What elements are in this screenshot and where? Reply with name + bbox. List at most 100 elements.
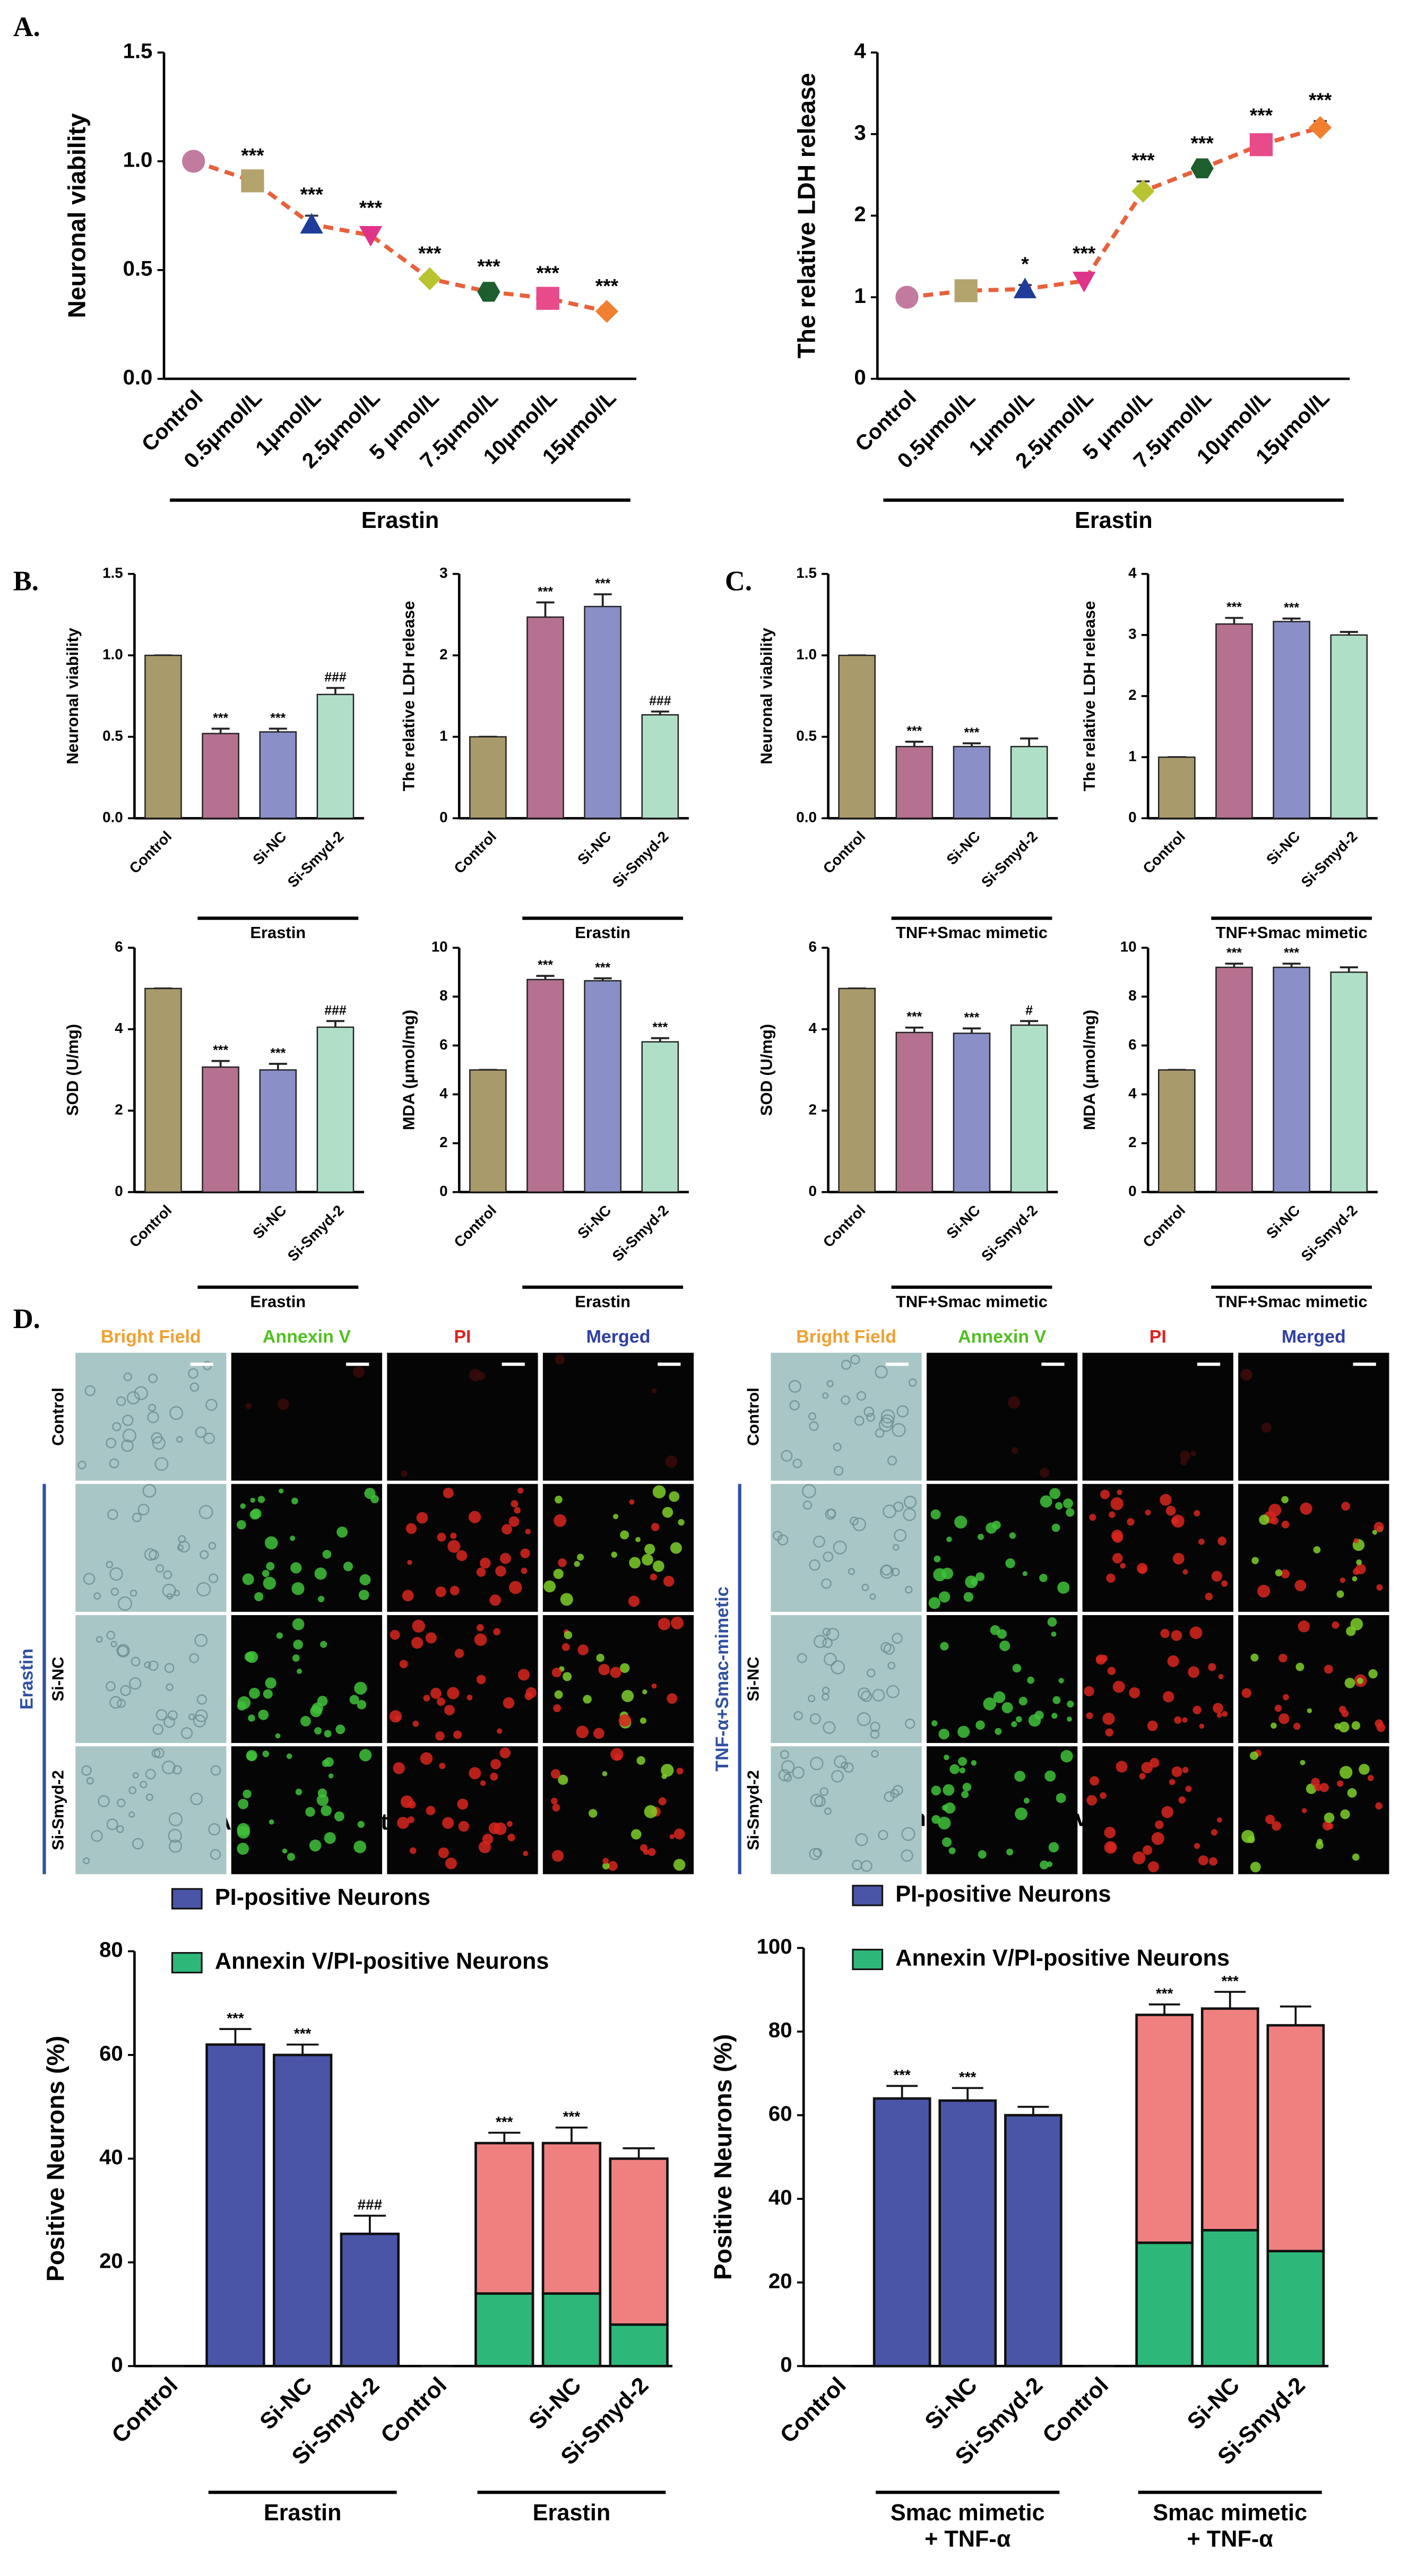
cell	[162, 1583, 176, 1598]
cell	[878, 1417, 893, 1432]
cell	[1209, 1857, 1217, 1866]
cell	[1211, 1571, 1223, 1582]
cell	[1148, 1861, 1159, 1872]
cell	[189, 1653, 200, 1663]
annotation: ***	[538, 585, 553, 599]
cell	[887, 1455, 897, 1465]
cell	[1261, 1422, 1272, 1433]
annotation: ***	[477, 255, 500, 277]
cell	[946, 1537, 952, 1542]
cell	[314, 1727, 322, 1735]
cell	[611, 1551, 617, 1558]
bar	[838, 987, 876, 1193]
cell	[1341, 1502, 1350, 1511]
y-tick-label: 0.0	[123, 366, 153, 389]
cell	[167, 1710, 178, 1721]
cell	[122, 1428, 136, 1443]
cell	[813, 1536, 825, 1548]
cell	[164, 1663, 175, 1673]
annotation: ###	[324, 1003, 346, 1018]
y-tick-label: 0	[808, 1183, 816, 1199]
cell	[1311, 1777, 1320, 1787]
cell	[177, 1544, 184, 1551]
cell	[997, 1629, 1007, 1639]
legend-swatch	[171, 1952, 203, 1974]
group-label: Erastin	[1075, 508, 1153, 533]
cell	[554, 1690, 563, 1699]
cell	[651, 1683, 657, 1689]
cell	[893, 1501, 904, 1512]
annotation: ***	[418, 242, 442, 264]
cell	[1086, 1712, 1093, 1720]
row-label: Si-Smyd-2	[48, 1770, 67, 1850]
cell	[163, 1570, 172, 1580]
group-label: + TNF-α	[924, 2527, 1011, 2552]
bar	[1330, 972, 1368, 1193]
cell	[561, 1643, 570, 1651]
y-tick-label: 0.5	[123, 257, 153, 281]
cell	[389, 1710, 402, 1723]
bar	[1215, 966, 1253, 1193]
cell	[499, 1747, 511, 1758]
cell	[254, 1592, 264, 1601]
cell	[958, 1757, 967, 1766]
micrograph	[75, 1746, 227, 1875]
cell	[106, 1818, 118, 1831]
y-tick-label: 4	[439, 1085, 448, 1101]
cell	[647, 1848, 656, 1857]
cell	[671, 1616, 684, 1629]
cell	[1216, 1712, 1222, 1718]
y-tick-label: 4	[808, 1020, 817, 1036]
cell	[1160, 1494, 1172, 1506]
cell	[249, 1688, 260, 1699]
cell	[502, 1524, 512, 1535]
group-label: TNF-α+Smac-mimetic	[712, 1586, 732, 1772]
micrograph	[75, 1484, 227, 1612]
cell	[237, 1520, 246, 1530]
y-tick-label: 0	[439, 809, 447, 825]
cell	[608, 1861, 618, 1871]
cell	[107, 1509, 118, 1520]
cell	[1117, 1489, 1122, 1495]
group-label: TNF+Smac mimetic	[896, 1292, 1048, 1311]
cell	[810, 1793, 824, 1807]
cell	[1174, 1716, 1182, 1724]
cell	[928, 1597, 941, 1609]
cell	[934, 1555, 941, 1563]
cell	[1189, 1626, 1203, 1640]
cell	[336, 1526, 348, 1538]
cell	[172, 1765, 182, 1775]
cell	[1281, 1569, 1290, 1578]
cell	[1040, 1495, 1052, 1508]
y-axis-label: Positive Neurons (%)	[41, 2036, 69, 2282]
cell	[264, 1536, 278, 1550]
cell	[116, 1798, 126, 1808]
cell	[574, 1560, 580, 1567]
micrograph	[1082, 1484, 1233, 1612]
cell	[1185, 1785, 1192, 1792]
cell	[1171, 1630, 1182, 1641]
cell	[476, 1624, 484, 1632]
bar	[316, 1026, 355, 1193]
marker	[1131, 179, 1155, 203]
y-tick-label: 60	[768, 2102, 792, 2126]
y-tick-label: 1.5	[796, 565, 817, 581]
cell	[823, 1551, 834, 1562]
cell	[1350, 1618, 1363, 1630]
cell	[140, 1781, 148, 1789]
cell	[400, 1795, 413, 1808]
cell	[493, 1628, 501, 1636]
cell	[426, 1806, 436, 1816]
bar	[895, 1031, 934, 1193]
cell	[291, 1582, 305, 1595]
cell	[1058, 1678, 1064, 1684]
cell	[931, 1785, 941, 1796]
cell	[878, 1829, 888, 1841]
annotation: ***	[893, 2067, 911, 2083]
cell	[618, 1714, 632, 1727]
cell	[450, 1585, 460, 1595]
cell	[482, 1833, 494, 1845]
cell	[435, 1731, 445, 1741]
cell	[1161, 1806, 1174, 1818]
y-tick-label: 6	[439, 1036, 447, 1053]
